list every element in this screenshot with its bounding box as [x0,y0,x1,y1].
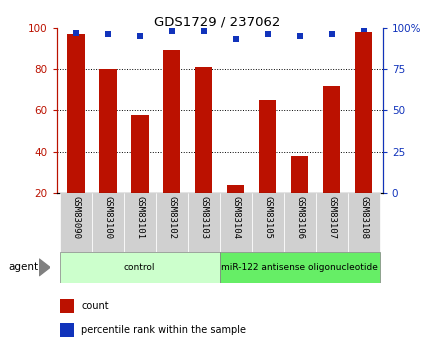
Bar [227,185,244,193]
Bar [67,34,84,193]
Bar [219,252,379,283]
Polygon shape [39,259,50,276]
Text: control: control [124,263,155,272]
Text: GSM83102: GSM83102 [167,196,176,239]
Bar [283,193,315,252]
Point [200,28,207,34]
Bar [354,32,372,193]
Point [327,31,334,37]
Text: GSM83106: GSM83106 [294,196,303,239]
Point [263,31,270,37]
Point [72,30,79,35]
Bar [155,193,187,252]
Text: count: count [81,301,108,311]
Text: GSM83090: GSM83090 [71,196,80,239]
Bar [194,67,212,193]
Text: miR-122 antisense oligonucleotide: miR-122 antisense oligonucleotide [221,263,377,272]
Point [136,33,143,39]
Text: GSM83104: GSM83104 [230,196,240,239]
Bar [322,86,340,193]
Bar [187,193,219,252]
Bar [131,115,148,193]
Bar [251,193,283,252]
Text: GDS1729 / 237062: GDS1729 / 237062 [154,16,280,29]
Bar [60,299,74,313]
Bar [347,193,379,252]
Text: GSM83107: GSM83107 [326,196,335,239]
Bar [60,323,74,337]
Point [296,33,302,39]
Text: GSM83108: GSM83108 [358,196,367,239]
Text: agent: agent [9,263,39,272]
Point [104,31,111,37]
Point [232,37,239,42]
Bar [59,252,219,283]
Bar [99,69,116,193]
Text: percentile rank within the sample: percentile rank within the sample [81,325,246,335]
Bar [219,193,251,252]
Bar [315,193,347,252]
Bar [92,193,123,252]
Text: GSM83105: GSM83105 [263,196,272,239]
Text: GSM83100: GSM83100 [103,196,112,239]
Point [359,27,366,32]
Bar [258,100,276,193]
Bar [290,156,308,193]
Text: GSM83103: GSM83103 [199,196,208,239]
Point [168,28,175,34]
Bar [123,193,155,252]
Bar [59,193,92,252]
Bar [162,50,180,193]
Text: GSM83101: GSM83101 [135,196,144,239]
